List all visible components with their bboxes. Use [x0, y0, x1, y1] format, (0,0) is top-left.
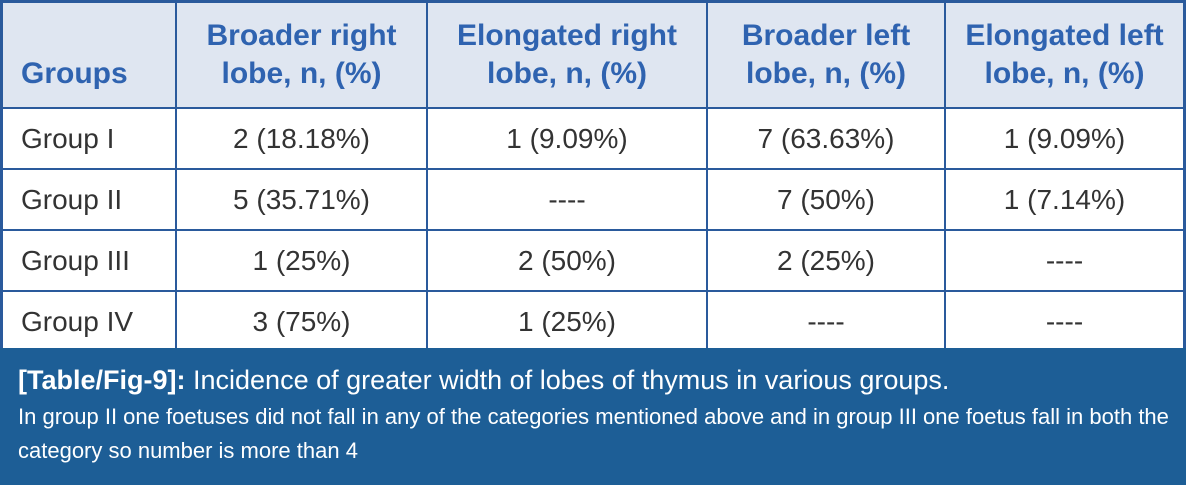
header-groups: Groups	[3, 3, 177, 109]
table-cell: ----	[945, 230, 1183, 292]
table-cell: ----	[707, 291, 946, 352]
row-label: Group IV	[3, 291, 177, 352]
caption-title-line: [Table/Fig-9]: Incidence of greater widt…	[18, 362, 1172, 398]
data-table: Groups Broader right lobe, n, (%) Elonga…	[3, 3, 1183, 352]
caption-note: In group II one foetuses did not fall in…	[18, 404, 1169, 463]
caption-title: Incidence of greater width of lobes of t…	[193, 365, 950, 395]
table-cell: ----	[427, 169, 708, 231]
table-cell: 7 (63.63%)	[707, 108, 946, 170]
row-label: Group III	[3, 230, 177, 292]
table-cell: 2 (18.18%)	[176, 108, 428, 170]
table-cell: 1 (9.09%)	[945, 108, 1183, 170]
header-elongated-left-lobe: Elongated left lobe, n, (%)	[945, 3, 1183, 109]
caption-label: [Table/Fig-9]:	[18, 365, 186, 395]
header-elongated-right-lobe: Elongated right lobe, n, (%)	[427, 3, 708, 109]
table-caption: [Table/Fig-9]: Incidence of greater widt…	[0, 348, 1186, 485]
table-cell: 3 (75%)	[176, 291, 428, 352]
table-cell: 1 (9.09%)	[427, 108, 708, 170]
table-header-row: Groups Broader right lobe, n, (%) Elonga…	[3, 3, 1183, 109]
table-row: Group II 5 (35.71%) ---- 7 (50%) 1 (7.14…	[3, 169, 1183, 231]
table-row: Group I 2 (18.18%) 1 (9.09%) 7 (63.63%) …	[3, 108, 1183, 170]
table-cell: 5 (35.71%)	[176, 169, 428, 231]
table-row: Group IV 3 (75%) 1 (25%) ---- ----	[3, 291, 1183, 352]
table-cell: 2 (25%)	[707, 230, 946, 292]
data-table-container: Groups Broader right lobe, n, (%) Elonga…	[0, 0, 1186, 352]
header-broader-right-lobe: Broader right lobe, n, (%)	[176, 3, 428, 109]
table-row: Group III 1 (25%) 2 (50%) 2 (25%) ----	[3, 230, 1183, 292]
row-label: Group I	[3, 108, 177, 170]
row-label: Group II	[3, 169, 177, 231]
table-cell: 1 (7.14%)	[945, 169, 1183, 231]
table-cell: 1 (25%)	[176, 230, 428, 292]
table-cell: ----	[1045, 306, 1084, 337]
table-cell: 7 (50%)	[707, 169, 946, 231]
table-cell: 1 (25%)	[427, 291, 708, 352]
table-cell: 2 (50%)	[427, 230, 708, 292]
header-broader-left-lobe: Broader left lobe, n, (%)	[707, 3, 946, 109]
